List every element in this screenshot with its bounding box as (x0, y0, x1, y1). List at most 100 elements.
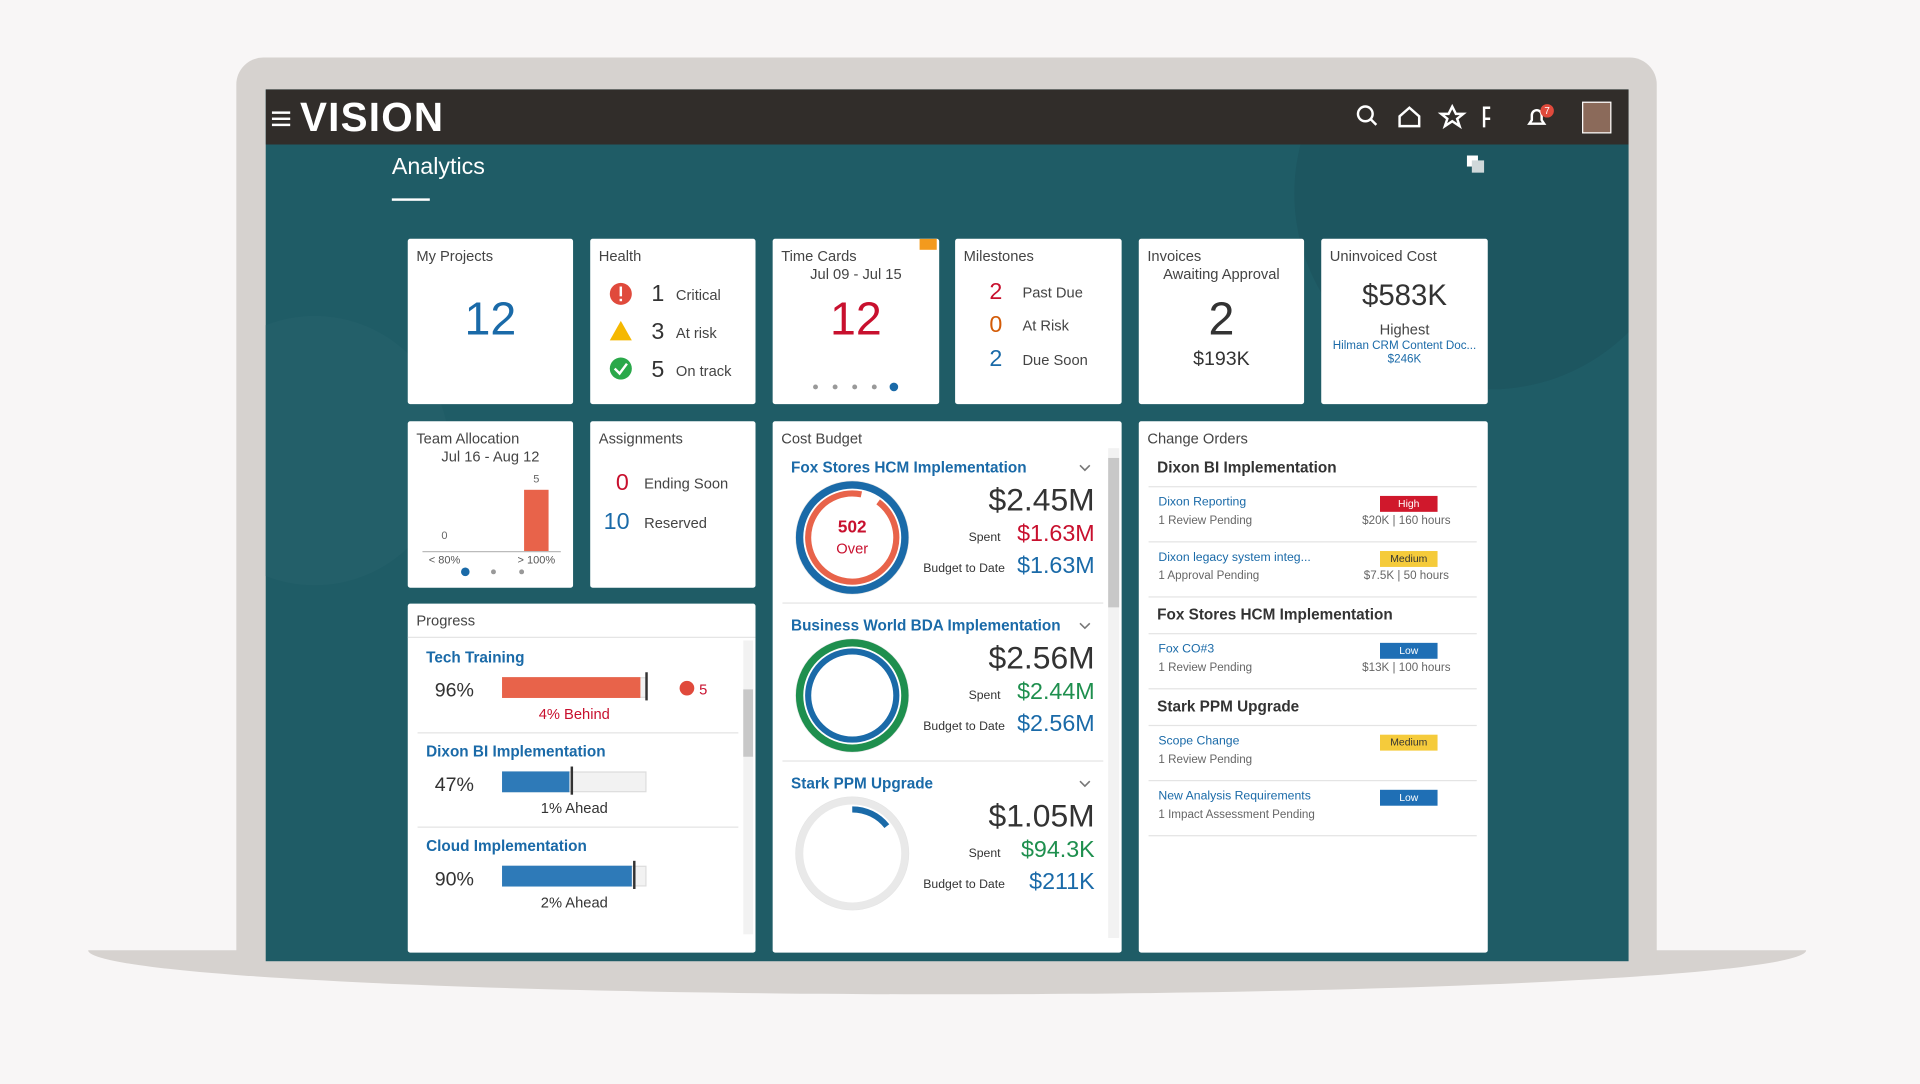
budget-label: Budget to Date (923, 720, 1005, 734)
total: $1.05M (988, 797, 1095, 834)
divider (782, 602, 1104, 604)
spent: $2.44M (1017, 679, 1095, 706)
priority-badge: Medium (1380, 734, 1438, 751)
divider (1148, 780, 1477, 782)
donut-arc (795, 481, 909, 594)
uninvoiced-cost-card[interactable]: Uninvoiced Cost $583K Highest Hilman CRM… (1321, 238, 1488, 405)
divider (407, 636, 756, 638)
favorites-icon[interactable] (1437, 104, 1467, 130)
group-title: Stark PPM Upgrade (1157, 697, 1300, 716)
order-status: 1 Review Pending (1158, 661, 1253, 675)
donut-arc (795, 639, 909, 752)
divider (1148, 541, 1477, 543)
time-cards-card[interactable]: Time Cards Jul 09 - Jul 15 12 (772, 238, 940, 405)
amount: $583K (1361, 279, 1447, 313)
spent-label: Spent (968, 689, 1001, 703)
status: 2% Ahead (540, 893, 608, 912)
project-name[interactable]: Tech Training (426, 648, 525, 667)
health-card[interactable]: Health 1 Critical 3 At risk 5 On track (590, 238, 756, 405)
project-amount: $246K (1387, 352, 1422, 367)
project-name[interactable]: Fox Stores HCM Implementation (791, 459, 1027, 477)
order-name[interactable]: Scope Change (1158, 734, 1240, 749)
flag-tag (919, 238, 937, 250)
card-title: Health (598, 247, 642, 265)
notification-badge: 7 (1540, 104, 1554, 118)
project-name[interactable]: Dixon BI Implementation (426, 743, 606, 761)
category-label: > 100% (517, 554, 555, 566)
expand-chevron[interactable] (1079, 622, 1091, 632)
card-title: My Projects (416, 247, 494, 265)
order-name[interactable]: Dixon legacy system integ... (1158, 551, 1311, 565)
target-marker (645, 672, 648, 701)
title-underline (391, 198, 430, 201)
card-title: Assignments (598, 429, 683, 447)
scrollbar[interactable] (743, 640, 754, 935)
cost-budget-card[interactable]: Cost Budget Fox Stores HCM Implementatio… (772, 421, 1122, 953)
card-title: Change Orders (1147, 429, 1248, 447)
at-risk-icon (609, 320, 632, 341)
assignments-card[interactable]: Assignments 0 Ending Soon 10 Reserved (590, 421, 756, 588)
project-name[interactable]: Business World BDA Implementation (791, 617, 1061, 635)
count: 1 (651, 281, 665, 308)
percent: 90% (434, 869, 474, 891)
invoices-card[interactable]: Invoices Awaiting Approval 2 $193K (1138, 238, 1305, 405)
total: $2.45M (988, 481, 1095, 518)
search-icon[interactable] (1356, 105, 1374, 123)
allocation-bar (524, 489, 549, 552)
milestones-card[interactable]: Milestones 2 Past Due 0 At Risk 2 Due Soon (955, 238, 1122, 405)
order-detail: $7.5K | 50 hours (1363, 569, 1449, 583)
priority-badge: Low (1380, 789, 1438, 806)
scroll-thumb (743, 689, 754, 757)
notifications-icon[interactable] (1526, 105, 1550, 129)
count: 12 (464, 293, 517, 346)
user-avatar[interactable] (1582, 101, 1612, 134)
order-name[interactable]: Dixon Reporting (1158, 495, 1247, 510)
spent: $1.63M (1017, 521, 1095, 548)
budget-donut (795, 638, 910, 753)
bar-value-label: 5 (533, 473, 539, 485)
order-name[interactable]: New Analysis Requirements (1158, 789, 1311, 804)
project-name[interactable]: Stark PPM Upgrade (791, 775, 934, 793)
project-link[interactable]: Hilman CRM Content Doc... (1332, 339, 1477, 353)
period: Jul 09 - Jul 15 (810, 265, 902, 283)
percent: 96% (434, 680, 474, 702)
count: 2 (1208, 293, 1235, 346)
pager-dots (461, 567, 525, 577)
home-icon[interactable] (1398, 106, 1421, 128)
layout-icon[interactable] (1466, 154, 1486, 174)
flag-icon[interactable] (1482, 106, 1491, 128)
menu-icon[interactable] (271, 110, 292, 127)
subtitle: Awaiting Approval (1163, 265, 1280, 283)
health-icons (609, 282, 632, 380)
category-label: < 80% (429, 554, 461, 566)
divider (1148, 596, 1477, 598)
budget-donut (795, 480, 910, 595)
change-orders-card[interactable]: Change Orders Dixon BI Implementation Dix… (1138, 421, 1488, 953)
expand-chevron[interactable] (1079, 464, 1091, 474)
target-marker (571, 766, 574, 795)
my-projects-card[interactable]: My Projects 12 (407, 238, 574, 405)
brand: VISION (300, 94, 445, 140)
budget: $2.56M (1017, 711, 1095, 738)
scrollbar[interactable] (1108, 448, 1120, 938)
label: Reserved (644, 514, 707, 532)
project-name[interactable]: Cloud Implementation (426, 837, 587, 855)
priority-badge: Low (1380, 642, 1438, 659)
overage: 502 (837, 516, 867, 537)
count: 3 (651, 319, 665, 346)
expand-chevron[interactable] (1079, 780, 1091, 790)
order-name[interactable]: Fox CO#3 (1158, 642, 1215, 657)
on-track-icon (609, 357, 632, 380)
header-icons (1356, 104, 1491, 130)
divider (1148, 633, 1477, 635)
team-allocation-card[interactable]: Team Allocation Jul 16 - Aug 12 0 < 80% 5 >… (407, 421, 574, 588)
count: 2 (989, 346, 1003, 373)
divider (1148, 724, 1477, 727)
card-title: Time Cards (781, 247, 857, 265)
progress-card[interactable]: Progress Tech Training 96% 4% Behind 5 Dixon… (407, 603, 756, 953)
card-title: Progress (416, 612, 476, 630)
donut-arc (805, 490, 900, 585)
